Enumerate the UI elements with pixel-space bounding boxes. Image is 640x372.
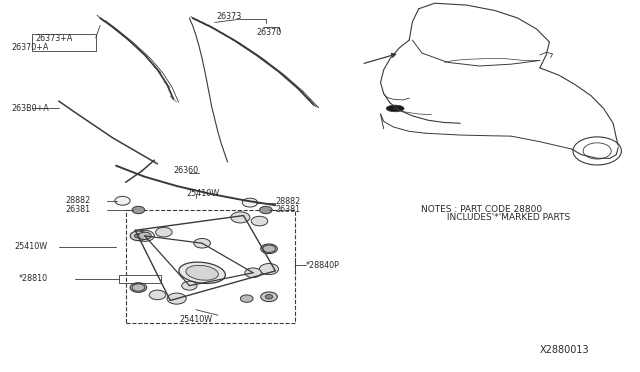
Circle shape (167, 293, 186, 304)
Text: 25410W: 25410W (14, 243, 47, 251)
Text: 26381: 26381 (275, 205, 301, 214)
Circle shape (138, 232, 151, 240)
Bar (125, 210, 294, 323)
Ellipse shape (179, 262, 225, 283)
Text: 25410W: 25410W (180, 315, 213, 324)
Bar (32, 33, 96, 51)
Text: *28810: *28810 (19, 274, 49, 283)
Text: 26360: 26360 (173, 166, 198, 175)
Circle shape (231, 212, 250, 223)
Circle shape (134, 234, 142, 238)
Circle shape (130, 283, 147, 292)
Text: 25410W: 25410W (186, 189, 220, 198)
Text: X2880013: X2880013 (540, 345, 589, 355)
Ellipse shape (387, 105, 404, 112)
Circle shape (182, 281, 197, 290)
Bar (119, 275, 161, 283)
Circle shape (194, 238, 211, 248)
Circle shape (262, 245, 275, 253)
Text: NOTES : PART CODE 28800: NOTES : PART CODE 28800 (420, 205, 542, 215)
Text: 26381: 26381 (65, 205, 90, 214)
Circle shape (132, 206, 145, 214)
Circle shape (265, 247, 273, 251)
Text: 26373: 26373 (217, 12, 242, 22)
Text: 26370+A: 26370+A (11, 43, 49, 52)
Circle shape (115, 196, 130, 205)
Circle shape (134, 285, 142, 290)
Text: 28882: 28882 (65, 196, 90, 205)
Circle shape (243, 198, 257, 207)
Circle shape (265, 295, 273, 299)
Circle shape (135, 230, 154, 241)
Text: 263B0+A: 263B0+A (11, 104, 49, 113)
Circle shape (156, 227, 172, 237)
Circle shape (132, 284, 145, 291)
Circle shape (245, 268, 261, 278)
Text: INCLUDES'*'MARKED PARTS: INCLUDES'*'MARKED PARTS (420, 213, 570, 222)
Circle shape (259, 263, 278, 275)
Circle shape (241, 295, 253, 302)
Circle shape (130, 231, 147, 241)
Text: *28840P: *28840P (306, 261, 340, 270)
Text: 28882: 28882 (275, 197, 301, 206)
Circle shape (260, 292, 277, 302)
Circle shape (260, 244, 277, 254)
Text: 26373+A: 26373+A (35, 34, 72, 43)
Circle shape (149, 290, 166, 300)
Text: 26370: 26370 (256, 28, 282, 37)
Circle shape (251, 216, 268, 226)
Ellipse shape (186, 265, 218, 280)
Circle shape (259, 206, 272, 214)
